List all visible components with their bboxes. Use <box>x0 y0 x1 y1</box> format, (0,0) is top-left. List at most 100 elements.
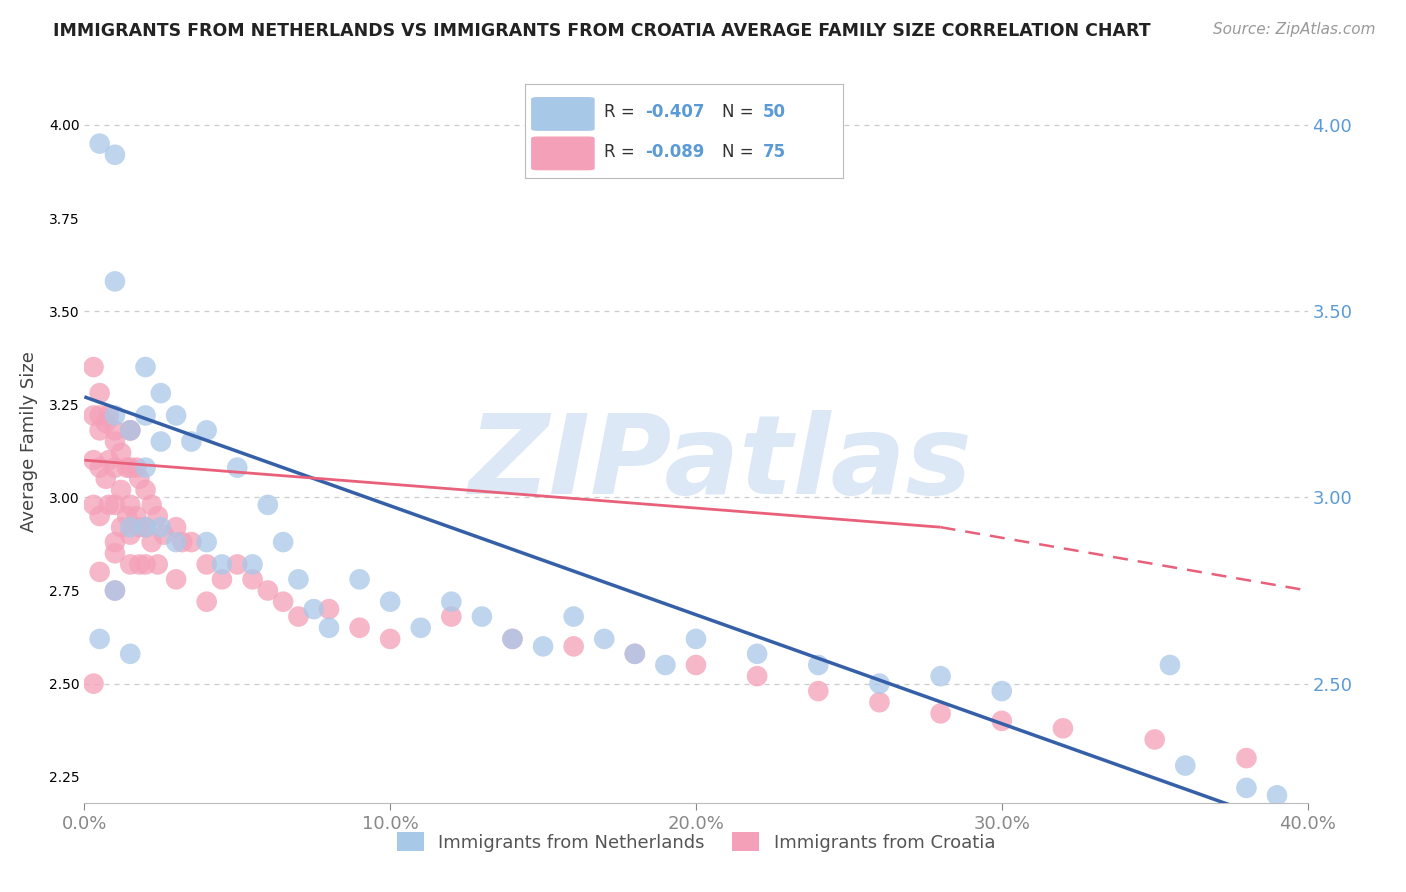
Point <box>104 423 127 437</box>
Point <box>115 460 138 475</box>
Point <box>380 632 402 646</box>
Point <box>1159 658 1181 673</box>
Point <box>104 546 127 560</box>
Text: Source: ZipAtlas.com: Source: ZipAtlas.com <box>1212 22 1375 37</box>
Point <box>89 423 111 437</box>
Point <box>97 498 120 512</box>
Point <box>747 647 769 661</box>
Point <box>685 632 707 646</box>
Point <box>318 621 340 635</box>
Point <box>104 583 127 598</box>
Point <box>165 409 187 423</box>
Point <box>349 621 371 635</box>
Point <box>104 274 127 288</box>
Point <box>104 583 127 598</box>
Point <box>380 595 402 609</box>
Point <box>149 434 172 449</box>
Point <box>110 520 132 534</box>
Point <box>83 453 105 467</box>
Point <box>110 483 132 497</box>
Point <box>83 676 105 690</box>
Point <box>120 460 142 475</box>
Point <box>83 498 105 512</box>
Point <box>104 148 127 162</box>
Point <box>128 472 150 486</box>
Point <box>97 409 120 423</box>
Point <box>141 498 163 512</box>
Point <box>440 609 463 624</box>
Point <box>211 558 233 572</box>
Point <box>128 520 150 534</box>
Point <box>89 509 111 524</box>
Point <box>104 434 127 449</box>
Point <box>89 460 111 475</box>
Point <box>135 483 157 497</box>
Point <box>180 434 202 449</box>
Point <box>120 647 142 661</box>
Point <box>120 423 142 437</box>
Point <box>120 423 142 437</box>
Legend: Immigrants from Netherlands, Immigrants from Croatia: Immigrants from Netherlands, Immigrants … <box>389 825 1002 859</box>
Point <box>257 583 280 598</box>
Point <box>562 609 585 624</box>
Point <box>349 572 371 586</box>
Point <box>195 535 218 549</box>
Point <box>135 460 157 475</box>
Point <box>242 572 264 586</box>
Point <box>153 527 176 541</box>
Point <box>747 669 769 683</box>
Point <box>120 498 142 512</box>
Point <box>440 595 463 609</box>
Point <box>165 535 187 549</box>
Point <box>807 684 830 698</box>
Point <box>807 658 830 673</box>
Point <box>135 409 157 423</box>
Point <box>165 572 187 586</box>
Point <box>1236 751 1258 765</box>
Point <box>89 409 111 423</box>
Point <box>149 520 172 534</box>
Point <box>165 520 187 534</box>
Point <box>115 509 138 524</box>
Point <box>146 509 169 524</box>
Point <box>271 535 294 549</box>
Point <box>1236 780 1258 795</box>
Point <box>89 136 111 151</box>
Point <box>135 558 157 572</box>
Text: ZIPatlas: ZIPatlas <box>468 409 973 516</box>
Point <box>128 558 150 572</box>
Point <box>1265 789 1288 803</box>
Point <box>125 509 148 524</box>
Point <box>211 572 233 586</box>
Point <box>1143 732 1166 747</box>
Point <box>502 632 524 646</box>
Point <box>195 423 218 437</box>
Point <box>287 572 309 586</box>
Point <box>929 706 952 721</box>
Point <box>195 595 218 609</box>
Point <box>654 658 676 673</box>
Point <box>110 446 132 460</box>
Point <box>471 609 494 624</box>
Point <box>1052 721 1074 735</box>
Point <box>271 595 294 609</box>
Point <box>135 520 157 534</box>
Point <box>149 386 172 401</box>
Y-axis label: Average Family Size: Average Family Size <box>20 351 38 532</box>
Point <box>89 386 111 401</box>
Point <box>318 602 340 616</box>
Point <box>287 609 309 624</box>
Point <box>104 498 127 512</box>
Text: IMMIGRANTS FROM NETHERLANDS VS IMMIGRANTS FROM CROATIA AVERAGE FAMILY SIZE CORRE: IMMIGRANTS FROM NETHERLANDS VS IMMIGRANT… <box>53 22 1152 40</box>
Point <box>869 676 891 690</box>
Point <box>991 714 1014 728</box>
Point <box>226 558 249 572</box>
Point <box>242 558 264 572</box>
Point <box>226 460 249 475</box>
Point <box>120 520 142 534</box>
Point <box>135 520 157 534</box>
Point <box>409 621 432 635</box>
Point <box>562 640 585 654</box>
Point <box>104 535 127 549</box>
Point <box>146 558 169 572</box>
